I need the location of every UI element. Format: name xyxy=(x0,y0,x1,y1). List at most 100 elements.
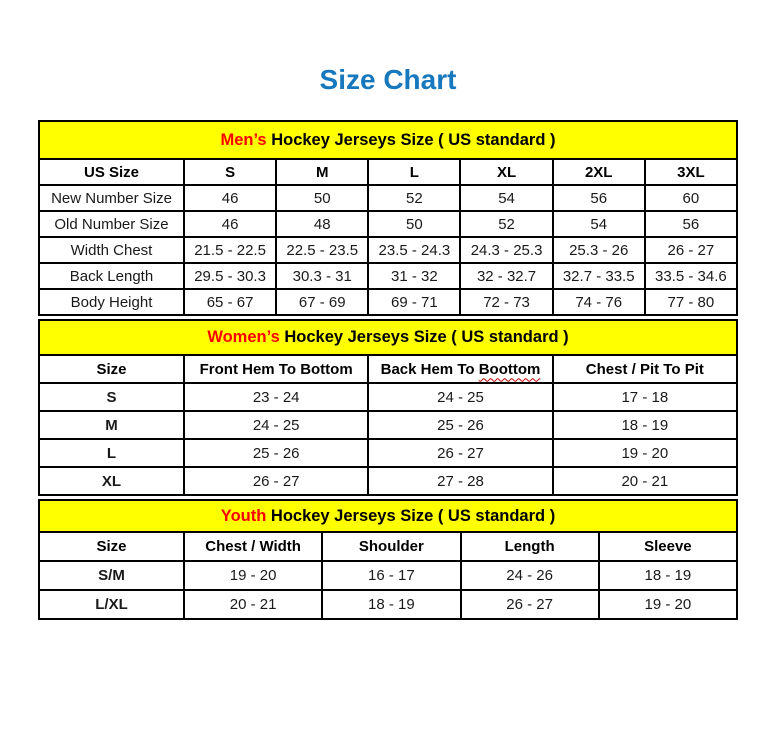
value-cell: 67 - 69 xyxy=(275,288,370,316)
section-band-text: Hockey Jerseys Size ( US standard ) xyxy=(266,130,556,149)
table-row: M 24 - 25 25 - 26 18 - 19 xyxy=(38,410,739,440)
value-cell: 72 - 73 xyxy=(459,288,554,316)
column-header-label: Back Hem To xyxy=(380,360,479,378)
column-header-label: US Size xyxy=(83,163,140,181)
value-cell: 24 - 26 xyxy=(459,560,600,591)
value-cell: 48 xyxy=(275,210,370,238)
column-header-label: L xyxy=(409,163,419,181)
value-cell: 16 - 17 xyxy=(321,560,462,591)
value-cell: 21.5 - 22.5 xyxy=(182,236,278,264)
column-header: Shoulder xyxy=(321,531,462,562)
column-header: Front Hem To Bottom xyxy=(182,354,370,384)
value-cell: 19 - 20 xyxy=(182,560,324,591)
value-cell: 74 - 76 xyxy=(551,288,646,316)
size-table-womens: Women’s Hockey Jerseys Size ( US standar… xyxy=(38,319,739,496)
column-header-label: M xyxy=(315,163,329,181)
column-header: XL xyxy=(459,158,554,186)
size-table-youth: Youth Hockey Jerseys Size ( US standard … xyxy=(37,499,739,620)
value-cell: 54 xyxy=(551,210,646,238)
value-cell: 46 xyxy=(182,184,278,212)
column-header-label: Size xyxy=(96,360,127,378)
table-row: S/M 19 - 20 16 - 17 24 - 26 18 - 19 xyxy=(38,560,739,591)
row-label: S xyxy=(38,382,185,412)
value-cell: 30.3 - 31 xyxy=(275,262,370,290)
row-label: S/M xyxy=(38,560,185,591)
section-band-text: Hockey Jerseys Size ( US standard ) xyxy=(279,328,569,346)
row-label: M xyxy=(38,410,185,440)
column-header: S xyxy=(182,158,278,186)
table-row: Body Height 65 - 67 67 - 69 69 - 71 72 - 73 7… xyxy=(38,288,738,316)
column-header-label: S xyxy=(225,163,236,181)
column-header: US Size xyxy=(38,158,185,186)
section-band-highlight: Women’s xyxy=(207,328,280,346)
column-header: 2XL xyxy=(551,158,646,186)
table-row: Back Length 29.5 - 30.3 30.3 - 31 31 - 32 32… xyxy=(38,262,738,290)
column-header-label: Size xyxy=(96,538,127,555)
value-cell: 52 xyxy=(459,210,554,238)
value-cell: 52 xyxy=(367,184,462,212)
value-cell: 31 - 32 xyxy=(367,262,462,290)
value-cell: 27 - 28 xyxy=(367,466,554,496)
value-cell: 25 - 26 xyxy=(182,438,370,468)
value-cell: 77 - 80 xyxy=(643,288,738,316)
column-header: Size xyxy=(38,354,185,384)
value-cell: 19 - 20 xyxy=(597,589,739,620)
value-cell: 20 - 21 xyxy=(182,589,324,620)
value-cell: 23 - 24 xyxy=(182,382,370,412)
section-band-mens: Men’s Hockey Jerseys Size ( US standard … xyxy=(38,120,738,160)
row-label: L xyxy=(38,438,185,468)
table-row: L 25 - 26 26 - 27 19 - 20 xyxy=(38,438,739,468)
value-cell: 20 - 21 xyxy=(551,466,739,496)
table-row: Width Chest 21.5 - 22.5 22.5 - 23.5 23.5 - … xyxy=(38,236,738,264)
value-cell: 24 - 25 xyxy=(367,382,554,412)
value-cell: 25 - 26 xyxy=(367,410,554,440)
value-cell: 18 - 19 xyxy=(597,560,739,591)
column-header: Chest / Width xyxy=(182,531,324,562)
size-table-mens: Men’s Hockey Jerseys Size ( US standard … xyxy=(38,120,738,316)
value-cell: 33.5 - 34.6 xyxy=(643,262,738,290)
page-title: Size Chart xyxy=(319,64,457,95)
value-cell: 46 xyxy=(182,210,278,238)
section-band-highlight: Youth xyxy=(220,506,267,525)
column-header: Size xyxy=(38,531,185,562)
value-cell: 65 - 67 xyxy=(182,288,278,316)
value-cell: 69 - 71 xyxy=(367,288,462,316)
size-tables-container: Men’s Hockey Jerseys Size ( US standard … xyxy=(37,120,739,620)
column-header-label: 2XL xyxy=(584,163,613,181)
value-cell: 29.5 - 30.3 xyxy=(182,262,278,290)
column-header-label: Chest / Width xyxy=(205,538,301,555)
column-header-label: Chest / Pit To Pit xyxy=(585,360,704,378)
value-cell: 26 - 27 xyxy=(367,438,554,468)
value-cell: 54 xyxy=(459,184,554,212)
value-cell: 56 xyxy=(643,210,738,238)
column-header: L xyxy=(367,158,462,186)
column-header-label: Length xyxy=(504,538,555,555)
column-header: Chest / Pit To Pit xyxy=(551,354,739,384)
value-cell: 17 - 18 xyxy=(551,382,739,412)
column-header: M xyxy=(275,158,370,186)
table-row: L/XL 20 - 21 18 - 19 26 - 27 19 - 20 xyxy=(38,589,739,620)
column-header-label: Front Hem To Bottom xyxy=(199,360,353,378)
row-label: Back Length xyxy=(38,262,185,290)
table-row: Old Number Size 46 48 50 52 54 56 xyxy=(38,210,738,238)
value-cell: 18 - 19 xyxy=(551,410,739,440)
row-label: L/XL xyxy=(38,589,185,620)
value-cell: 24.3 - 25.3 xyxy=(459,236,554,264)
section-band-text: Hockey Jerseys Size ( US standard ) xyxy=(266,506,556,525)
table-row: New Number Size 46 50 52 54 56 60 xyxy=(38,184,738,212)
value-cell: 19 - 20 xyxy=(551,438,739,468)
column-header: Length xyxy=(459,531,600,562)
value-cell: 50 xyxy=(367,210,462,238)
value-cell: 25.3 - 26 xyxy=(551,236,646,264)
column-header: Back Hem To Boottom xyxy=(367,354,554,384)
column-header: Sleeve xyxy=(597,531,739,562)
column-header-label: Shoulder xyxy=(358,538,424,555)
table-row: XL 26 - 27 27 - 28 20 - 21 xyxy=(38,466,739,496)
section-band-youth: Youth Hockey Jerseys Size ( US standard … xyxy=(37,499,739,533)
value-cell: 22.5 - 23.5 xyxy=(275,236,370,264)
row-label: New Number Size xyxy=(38,184,185,212)
column-header-label: XL xyxy=(496,163,517,181)
value-cell: 18 - 19 xyxy=(321,589,462,620)
misspelled-word: Boottom xyxy=(478,360,541,378)
value-cell: 24 - 25 xyxy=(182,410,370,440)
